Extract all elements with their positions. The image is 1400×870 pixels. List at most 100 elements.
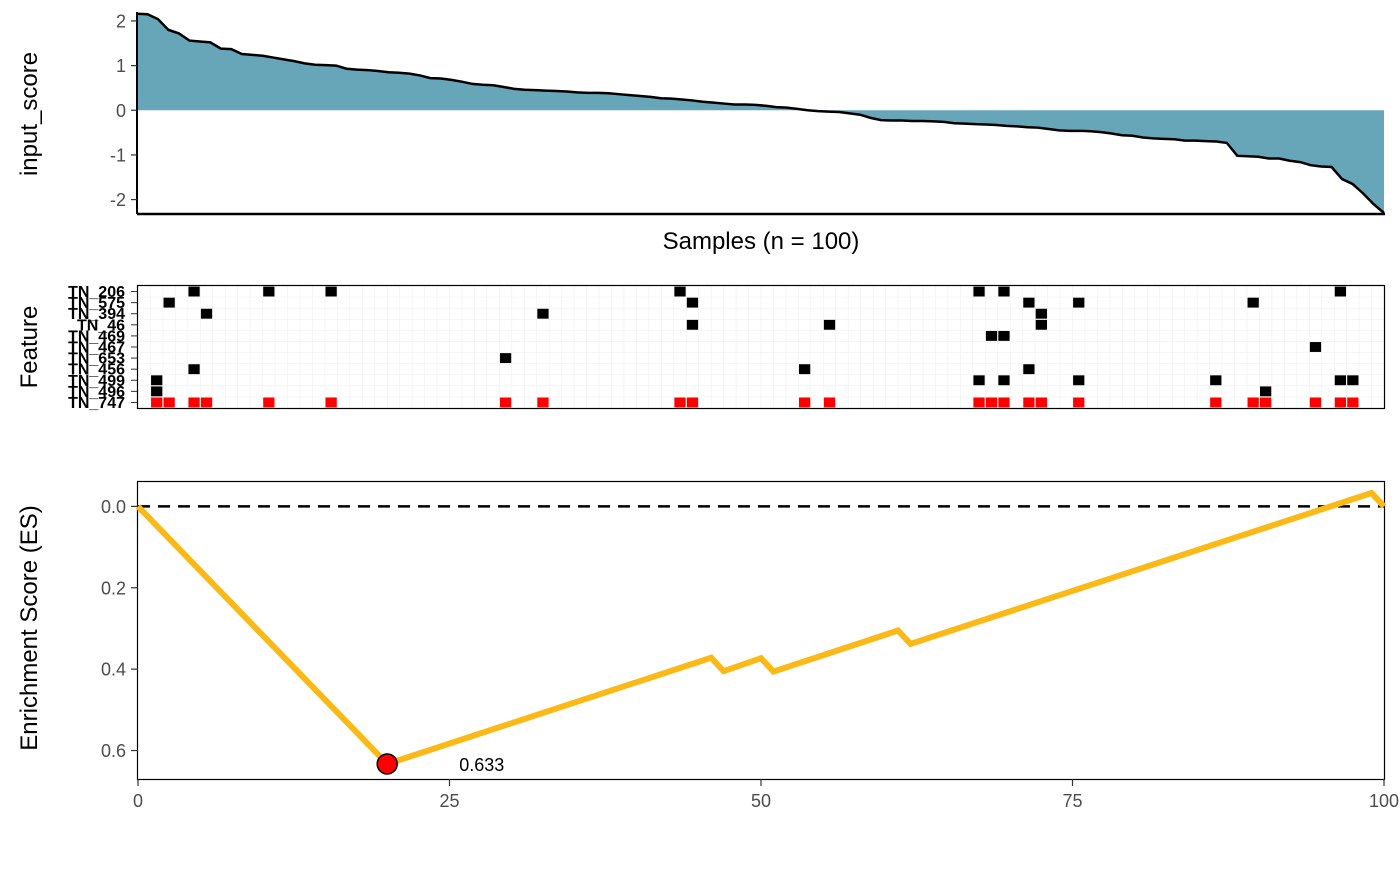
score-xlabel: Samples (n = 100)	[663, 228, 860, 255]
feature-hit-cell	[985, 397, 998, 408]
feature-hit-cell	[823, 319, 836, 330]
feature-hit-cell	[1035, 308, 1047, 319]
feature-hit-cell	[674, 286, 686, 297]
feature-hit-cell	[998, 330, 1010, 341]
feature-hit-cell	[1334, 397, 1347, 408]
feature-row-label: TN_206	[68, 284, 125, 301]
feature-hit-cell	[1210, 375, 1222, 386]
es-xtick-label: 50	[751, 791, 771, 811]
feature-hit-cell	[1260, 397, 1272, 408]
feature-hit-cell	[998, 397, 1010, 408]
es-panel-border	[136, 480, 1386, 781]
feature-hit-cell	[151, 375, 163, 386]
score-area	[137, 13, 1384, 213]
feature-hit-cell	[798, 397, 811, 408]
feature-hit-cell	[1035, 319, 1047, 330]
es-xtick-label: 100	[1369, 791, 1399, 811]
feature-hit-cell	[1073, 297, 1085, 308]
feature-hit-cell	[686, 319, 699, 330]
feature-hit-cell	[1334, 375, 1347, 386]
feature-hit-cell	[1247, 397, 1259, 408]
feature-hit-cell	[1309, 397, 1322, 408]
es-xtick-label: 0	[133, 791, 143, 811]
feature-hit-cell	[823, 397, 836, 408]
score-line	[136, 12, 1385, 214]
feature-hit-cell	[188, 286, 200, 297]
es-ytick-label: 0.0	[101, 497, 126, 517]
feature-row-label: TN_46	[77, 317, 125, 334]
feature-hit-cell	[263, 397, 275, 408]
feature-hit-cell	[985, 330, 998, 341]
feature-hit-cell	[1334, 286, 1347, 297]
feature-ylabel: Feature	[16, 306, 43, 389]
es-xtick-label: 25	[439, 791, 459, 811]
feature-hit-cell	[499, 353, 512, 364]
feature-hit-cell	[200, 308, 213, 319]
feature-hit-cell	[686, 397, 699, 408]
es-xticks: 0 25 50 75 100	[133, 779, 1399, 811]
feature-row-label: TN_653	[68, 351, 125, 368]
feature-hit-cell	[1035, 397, 1047, 408]
feature-row-label: TN_747	[68, 395, 125, 412]
feature-panel: TN_206TN_575TN_394TN_46TN_469TN_467TN_65…	[16, 284, 1386, 412]
feature-hit-cell	[200, 397, 213, 408]
feature-hit-cell	[973, 375, 985, 386]
feature-hit-cell	[998, 375, 1010, 386]
score-panel: 2 1 0 -1 -2 input_score Samples (n = 100)	[16, 11, 1385, 255]
feature-hit-cell	[163, 297, 175, 308]
es-ytick-label: 0.2	[101, 578, 126, 598]
feature-hit-cell	[1073, 375, 1085, 386]
feature-hit-cell	[537, 397, 549, 408]
feature-hit-cell	[1247, 297, 1259, 308]
feature-hit-cell	[151, 386, 163, 397]
feature-hit-cell	[998, 286, 1010, 297]
feature-hit-cell	[1347, 375, 1359, 386]
es-panel: 0.633 0.0 0.2 0.4 0.6 0 25 50 75 100 Enrichment…	[16, 480, 1399, 811]
feature-row-label: TN_467	[68, 340, 125, 357]
es-xtick-label: 75	[1062, 791, 1082, 811]
score-ytick-label: -2	[110, 190, 126, 210]
feature-hit-cell	[1023, 297, 1035, 308]
feature-hit-cell	[188, 364, 200, 375]
feature-row-label: TN_496	[68, 384, 125, 401]
feature-row-label: TN_456	[68, 362, 125, 379]
feature-hit-cell	[325, 397, 337, 408]
es-ytick-label: 0.6	[101, 741, 126, 761]
feature-grid	[138, 286, 1384, 408]
feature-hit-cell	[798, 364, 811, 375]
score-ytick-label: 0	[116, 101, 126, 121]
feature-hit-cell	[686, 297, 699, 308]
feature-panel-border	[136, 284, 1386, 410]
feature-hit-cell	[537, 308, 549, 319]
es-curve	[135, 489, 1387, 768]
feature-hit-cell	[1023, 397, 1035, 408]
feature-hit-cell	[151, 397, 163, 408]
score-area-layer	[136, 12, 1385, 214]
feature-hit-cell	[1023, 364, 1035, 375]
feature-labels: TN_206TN_575TN_394TN_46TN_469TN_467TN_65…	[68, 284, 137, 412]
feature-hit-cell	[188, 397, 200, 408]
feature-hit-cell	[1073, 397, 1085, 408]
feature-hit-cell	[1347, 397, 1359, 408]
feature-hit-cell	[263, 286, 275, 297]
feature-hit-cell	[973, 286, 985, 297]
feature-hit-cell	[163, 397, 175, 408]
score-ytick-label: -1	[110, 145, 126, 165]
feature-hit-cell	[499, 397, 512, 408]
feature-hits	[151, 286, 1359, 408]
score-ytick-label: 1	[116, 56, 126, 76]
feature-hit-cell	[973, 397, 985, 408]
feature-hit-cell	[1309, 342, 1322, 352]
score-ylabel: input_score	[16, 52, 43, 176]
score-ytick-label: 2	[116, 11, 126, 31]
feature-row-label: TN_394	[68, 306, 125, 323]
feature-hit-cell	[325, 286, 337, 297]
feature-row-label: TN_499	[68, 373, 125, 390]
score-axes	[136, 12, 1385, 216]
es-yticks: 0.0 0.2 0.4 0.6	[101, 497, 138, 761]
score-yticks: 2 1 0 -1 -2	[110, 11, 137, 210]
es-ytick-label: 0.4	[101, 660, 126, 680]
es-peak-point	[376, 753, 398, 775]
